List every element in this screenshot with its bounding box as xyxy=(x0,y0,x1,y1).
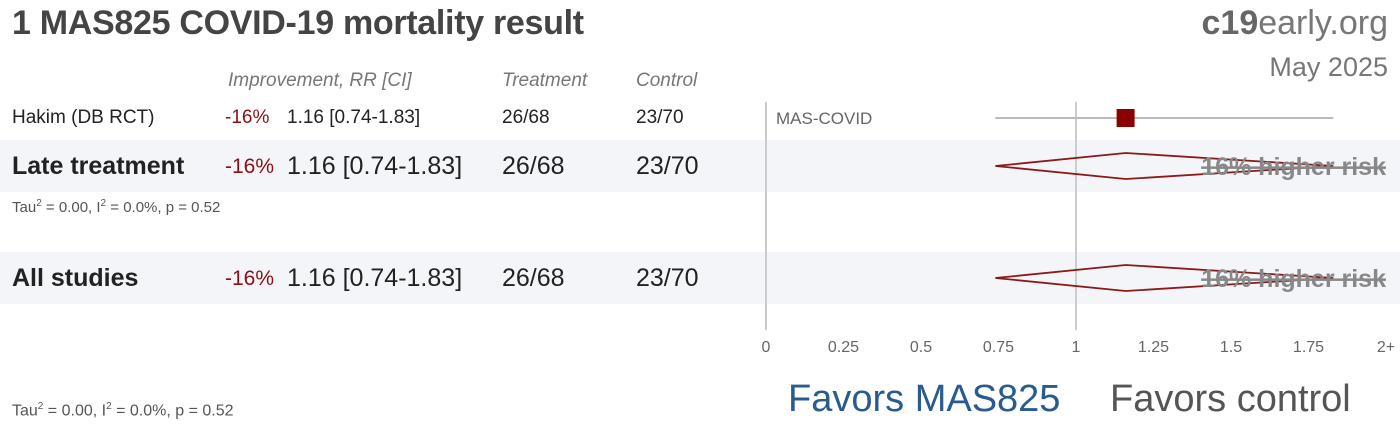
brand-suffix: early.org xyxy=(1258,4,1388,42)
all-studies-risk-label: 16% higher risk xyxy=(1201,265,1386,293)
late-treatment-diamond xyxy=(995,152,1334,180)
study-improvement: -16% xyxy=(225,107,270,128)
study-trial-label: MAS-COVID xyxy=(776,109,872,128)
late-treatment-control: 23/70 xyxy=(636,152,699,180)
report-date: May 2025 xyxy=(1269,52,1388,82)
all-studies-improvement: -16% xyxy=(225,267,275,290)
brand-prefix: c19 xyxy=(1201,4,1259,42)
header-effect: Improvement, RR [CI] xyxy=(228,70,412,91)
favors-treatment-label: Favors MAS825 xyxy=(788,378,1061,420)
late-treatment-rr-ci: 1.16 [0.74-1.83] xyxy=(287,152,463,180)
late-treatment-band xyxy=(0,140,1400,192)
all-studies-treatment: 26/68 xyxy=(502,264,565,292)
late-treatment-improvement: -16% xyxy=(225,155,275,178)
tick-label: 0.25 xyxy=(828,339,859,356)
all-studies-control: 23/70 xyxy=(636,264,699,292)
tick-label: 0.5 xyxy=(910,339,932,356)
late-treatment-risk-label: 16% higher risk xyxy=(1201,153,1386,181)
header-control: Control xyxy=(636,70,698,91)
tick-label: 1.25 xyxy=(1138,339,1169,356)
tick-label: 1 xyxy=(1072,339,1081,356)
overall-stats: Tau2 = 0.00, I2 = 0.0%, p = 0.52 xyxy=(12,401,234,420)
header-treatment: Treatment xyxy=(502,70,588,91)
brand-logo: c19early.org xyxy=(1202,4,1389,43)
late-treatment-stats: Tau2 = 0.00, I2 = 0.0%, p = 0.52 xyxy=(12,198,221,216)
study-treatment: 26/68 xyxy=(502,107,550,128)
study-control: 23/70 xyxy=(636,107,684,128)
late-treatment-treatment: 26/68 xyxy=(502,152,565,180)
study-rr-ci: 1.16 [0.74-1.83] xyxy=(287,107,421,128)
all-studies-rr-ci: 1.16 [0.74-1.83] xyxy=(287,264,463,292)
page-title: 1 MAS825 COVID-19 mortality result xyxy=(12,4,584,42)
tick-label: 2+ xyxy=(1377,339,1395,356)
study-marker xyxy=(1116,109,1135,127)
tick-label: 1.5 xyxy=(1220,339,1242,356)
tick-label: 0.75 xyxy=(983,339,1014,356)
tick-label: 1.75 xyxy=(1293,339,1324,356)
all-studies-label: All studies xyxy=(12,264,139,292)
all-studies-diamond xyxy=(995,264,1334,292)
late-treatment-label: Late treatment xyxy=(12,152,185,180)
all-studies-band xyxy=(0,252,1400,304)
tick-label: 0 xyxy=(762,339,771,356)
favors-control-label: Favors control xyxy=(1110,378,1351,420)
study-name: Hakim (DB RCT) xyxy=(12,107,155,128)
